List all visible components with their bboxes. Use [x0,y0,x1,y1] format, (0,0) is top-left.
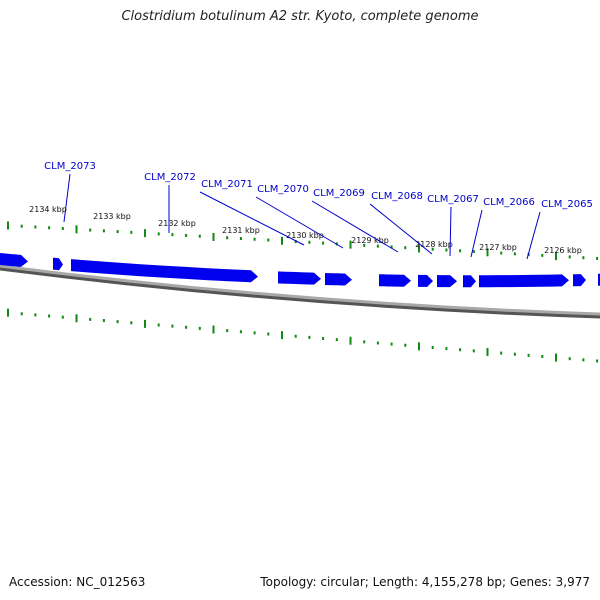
gene-leader-line [255,196,344,249]
gene-leader-line [470,209,483,258]
gene-label[interactable]: CLM_2068 [371,191,423,202]
scale-label: 2132 kbp [158,219,196,228]
gene-arrow[interactable] [71,259,258,283]
gene-label[interactable]: CLM_2066 [483,197,535,208]
gene-arrow[interactable] [53,257,63,271]
scale-label: 2131 kbp [222,226,260,235]
gene-arrow[interactable] [325,273,352,286]
outer-scale-ticks [7,221,599,261]
gene-label-leaders [63,173,541,260]
gene-label[interactable]: CLM_2069 [313,188,365,199]
scale-label: 2134 kbp [29,205,67,214]
gene-labels: CLM_2073 CLM_2072 CLM_2071 CLM_2070 CLM_2069… [44,161,593,210]
gene-arrow[interactable] [0,253,28,267]
gene-arrow[interactable] [573,274,586,287]
gene-label[interactable]: CLM_2067 [427,194,479,205]
map-title: Clostridium botulinum A2 str. Kyoto, com… [121,9,479,24]
gene-arrows [0,253,600,288]
gene-label[interactable]: CLM_2070 [257,184,309,195]
scale-label: 2128 kbp [415,240,453,249]
gene-leader-line [449,206,452,257]
inner-scale-ticks [7,308,599,363]
scale-label: 2127 kbp [479,243,517,252]
gene-arrow[interactable] [278,271,321,285]
gene-leader-line [63,173,71,223]
scale-label: 2133 kbp [93,212,131,221]
gene-leader-line [311,200,399,253]
gene-leader-line [526,211,541,260]
gene-arrow[interactable] [479,274,569,288]
genome-backbone [0,264,600,316]
gene-arrow[interactable] [463,275,476,288]
gene-label[interactable]: CLM_2072 [144,172,196,183]
gene-arrow[interactable] [418,274,433,287]
genome-backbone-shadow [0,265,600,319]
scale-label: 2129 kbp [351,236,389,245]
scale-label: 2130 kbp [286,231,324,240]
gene-leader-line [369,203,433,255]
accession-text: Accession: NC_012563 [9,575,146,589]
genome-summary-text: Topology: circular; Length: 4,155,278 bp… [260,575,590,589]
gene-label[interactable]: CLM_2073 [44,161,96,172]
gene-leader-line [199,191,305,246]
scale-label: 2126 kbp [544,246,582,255]
gene-arrow[interactable] [379,274,411,287]
gene-arrow[interactable] [437,275,457,288]
scale-labels: 2134 kbp 2133 kbp 2132 kbp 2131 kbp 2130 kbp… [29,205,582,255]
gene-label[interactable]: CLM_2071 [201,179,253,190]
gene-label[interactable]: CLM_2065 [541,199,593,210]
